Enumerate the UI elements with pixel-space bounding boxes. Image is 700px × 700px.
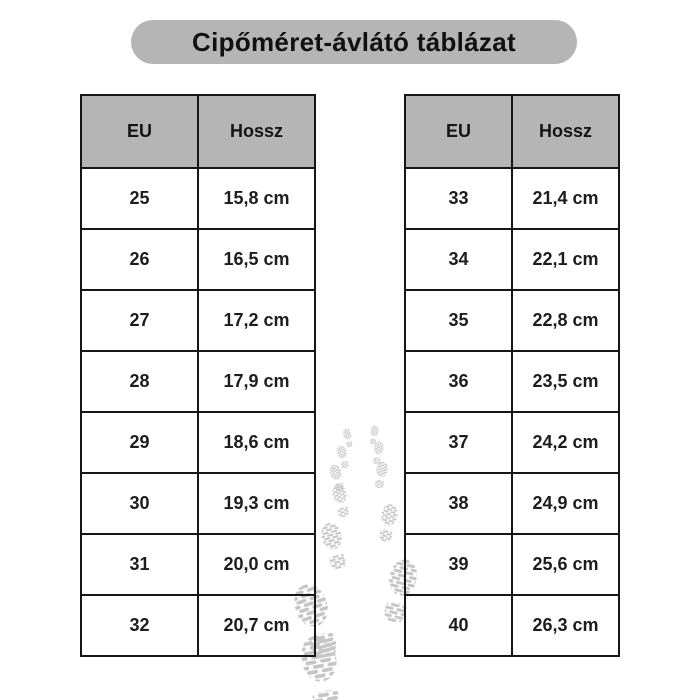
footprint-icon (335, 444, 351, 470)
length-cell: 19,3 cm (197, 472, 316, 535)
footprint-icon (368, 424, 380, 445)
eu-size-cell: 38 (404, 472, 513, 535)
footprint-icon (328, 463, 346, 493)
table-row: 28 17,9 cm (80, 350, 316, 413)
table-row: 38 24,9 cm (404, 472, 620, 535)
table-row: 35 22,8 cm (404, 289, 620, 352)
page-title: Cipőméret-ávlátó táblázat (192, 26, 516, 57)
footprint-icon (342, 427, 354, 449)
eu-size-cell: 27 (80, 289, 199, 352)
length-cell: 24,2 cm (511, 411, 620, 474)
footprint-icon (371, 440, 385, 466)
table-row: 40 26,3 cm (404, 594, 620, 657)
eu-size-cell: 35 (404, 289, 513, 352)
column-header: EU (80, 94, 199, 169)
footprint-icon (373, 460, 389, 490)
eu-size-cell: 30 (80, 472, 199, 535)
length-cell: 24,9 cm (511, 472, 620, 535)
table-row: 32 20,7 cm (80, 594, 316, 657)
table-row: 36 23,5 cm (404, 350, 620, 413)
length-cell: 22,8 cm (511, 289, 620, 352)
eu-size-cell: 29 (80, 411, 199, 474)
table-row: 33 21,4 cm (404, 167, 620, 230)
eu-size-cell: 31 (80, 533, 199, 596)
footprint-icon (318, 520, 350, 572)
table-row: 25 15,8 cm (80, 167, 316, 230)
table-row: 37 24,2 cm (404, 411, 620, 474)
eu-size-cell: 33 (404, 167, 513, 230)
size-table-left: EU Hossz 25 15,8 cm 26 16,5 cm 27 17,2 cm 28 17,… (80, 94, 316, 657)
length-cell: 18,6 cm (197, 411, 316, 474)
length-cell: 21,4 cm (511, 167, 620, 230)
table-row: 29 18,6 cm (80, 411, 316, 474)
length-cell: 16,5 cm (197, 228, 316, 291)
length-cell: 15,8 cm (197, 167, 316, 230)
eu-size-cell: 40 (404, 594, 513, 657)
header-row: EU Hossz (80, 94, 316, 169)
eu-size-cell: 36 (404, 350, 513, 413)
eu-size-cell: 32 (80, 594, 199, 657)
size-table-right: EU Hossz 33 21,4 cm 34 22,1 cm 35 22,8 cm 36 23,… (404, 94, 620, 657)
footprint-icon (330, 483, 352, 519)
column-header: Hossz (197, 94, 316, 169)
length-cell: 25,6 cm (511, 533, 620, 596)
table-row: 39 25,6 cm (404, 533, 620, 596)
length-cell: 17,9 cm (197, 350, 316, 413)
column-header: Hossz (511, 94, 620, 169)
eu-size-cell: 39 (404, 533, 513, 596)
eu-size-cell: 37 (404, 411, 513, 474)
eu-size-cell: 28 (80, 350, 199, 413)
length-cell: 20,0 cm (197, 533, 316, 596)
table-row: 34 22,1 cm (404, 228, 620, 291)
eu-size-cell: 25 (80, 167, 199, 230)
length-cell: 26,3 cm (511, 594, 620, 657)
column-header: EU (404, 94, 513, 169)
table-row: 27 17,2 cm (80, 289, 316, 352)
length-cell: 22,1 cm (511, 228, 620, 291)
length-cell: 17,2 cm (197, 289, 316, 352)
header-row: EU Hossz (404, 94, 620, 169)
footprint-icon (376, 502, 400, 543)
table-row: 30 19,3 cm (80, 472, 316, 535)
table-row: 31 20,0 cm (80, 533, 316, 596)
title-badge: Cipőméret-ávlátó táblázat (131, 20, 577, 64)
eu-size-cell: 26 (80, 228, 199, 291)
length-cell: 23,5 cm (511, 350, 620, 413)
length-cell: 20,7 cm (197, 594, 316, 657)
eu-size-cell: 34 (404, 228, 513, 291)
table-row: 26 16,5 cm (80, 228, 316, 291)
